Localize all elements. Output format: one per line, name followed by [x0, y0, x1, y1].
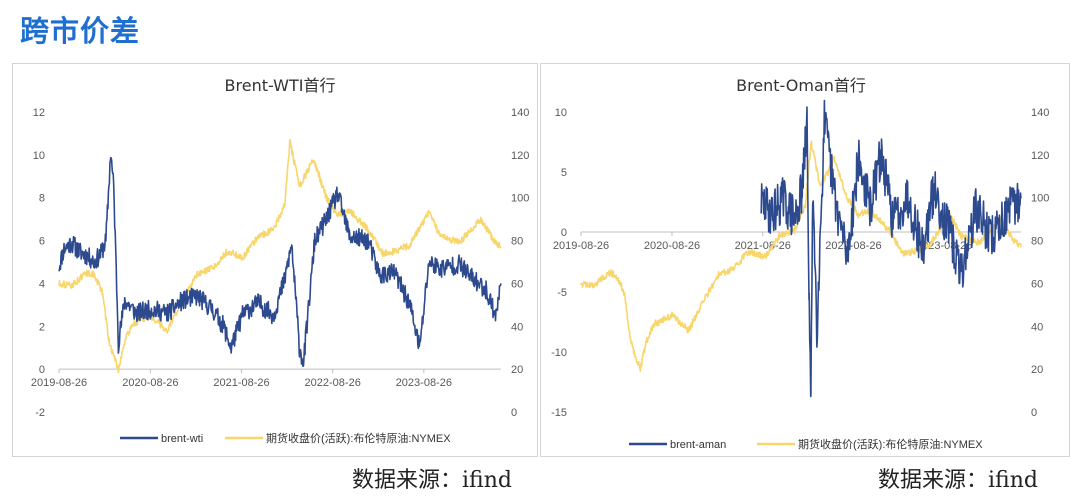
chart-brent-wti: Brent-WTI首行 -2 0 2 4 6 8 10 12 0 20 40 60 80 100 120 140… — [12, 63, 538, 457]
y-left-tick-label: -2 — [35, 407, 45, 419]
y-left-tick-label: 0 — [561, 227, 567, 239]
x-tick-label: 2021-08-26 — [735, 240, 791, 252]
y-right-tick-label: 0 — [1031, 407, 1037, 419]
x-tick-label: 2023-08-26 — [396, 377, 452, 389]
x-tick-label: 2020-08-26 — [644, 240, 700, 252]
x-tick-label: 2020-08-26 — [122, 377, 178, 389]
y-right-tick-label: 80 — [511, 236, 523, 248]
page-title: 跨市价差 — [20, 14, 141, 48]
legend-label: 期货收盘价(活跃):布伦特原油:NYMEX — [266, 431, 451, 445]
y-left-tick-label: 10 — [555, 107, 567, 119]
y-right-tick-label: 20 — [1031, 364, 1043, 376]
legend-label: brent-wti — [161, 433, 203, 445]
y-left-tick-label: -15 — [551, 407, 567, 419]
series-line-spread — [760, 99, 1022, 398]
y-left-tick-label: 2 — [39, 321, 45, 333]
y-right-tick-label: 40 — [1031, 321, 1043, 333]
y-left-tick-label: 0 — [39, 364, 45, 376]
y-right-tick-label: 140 — [511, 107, 529, 119]
x-tick-label: 2022-08-26 — [825, 240, 881, 252]
y-left-tick-label: 12 — [33, 107, 45, 119]
y-left-tick-label: 10 — [33, 150, 45, 162]
y-right-tick-label: 60 — [1031, 278, 1043, 290]
y-left-tick-label: 8 — [39, 193, 45, 205]
chart-title: Brent-WTI首行 — [225, 76, 336, 95]
y-right-tick-label: 120 — [1031, 150, 1049, 162]
y-right-tick-label: 0 — [511, 407, 517, 419]
y-right-tick-label: 20 — [511, 364, 523, 376]
y-right-tick-label: 100 — [511, 193, 529, 205]
y-right-tick-label: 80 — [1031, 236, 1043, 248]
y-left-tick-label: -5 — [557, 287, 567, 299]
source-note-left: 数据来源：ifind — [352, 468, 512, 493]
y-right-tick-label: 60 — [511, 278, 523, 290]
chart-title: Brent-Oman首行 — [736, 76, 866, 95]
y-left-tick-label: -10 — [551, 347, 567, 359]
series-line-price — [58, 139, 502, 374]
series-line-spread — [58, 157, 502, 368]
y-left-tick-label: 4 — [39, 278, 45, 290]
x-tick-label: 2019-08-26 — [31, 377, 87, 389]
y-left-tick-label: 6 — [39, 236, 45, 248]
legend-label: brent-aman — [670, 439, 726, 451]
y-right-tick-label: 100 — [1031, 193, 1049, 205]
y-right-tick-label: 120 — [511, 150, 529, 162]
x-tick-label: 2022-08-26 — [305, 377, 361, 389]
y-left-tick-label: 5 — [561, 167, 567, 179]
source-note-right: 数据来源：ifind — [878, 468, 1038, 493]
x-tick-label: 2021-08-26 — [213, 377, 269, 389]
y-right-tick-label: 40 — [511, 321, 523, 333]
chart-brent-oman-svg: Brent-Oman首行-15-10-505100204060801001201… — [551, 76, 1049, 451]
legend-label: 期货收盘价(活跃):布伦特原油:NYMEX — [798, 437, 983, 451]
chart-brent-oman: Brent-Oman首行 -15 -10 -5 0 5 10 0 20 40 60 80 100 120 1… — [540, 63, 1070, 457]
chart-brent-wti-svg: Brent-WTI首行-2024681012020406080100120140… — [31, 76, 530, 445]
x-tick-label: 2019-08-26 — [553, 240, 609, 252]
y-right-tick-label: 140 — [1031, 107, 1049, 119]
